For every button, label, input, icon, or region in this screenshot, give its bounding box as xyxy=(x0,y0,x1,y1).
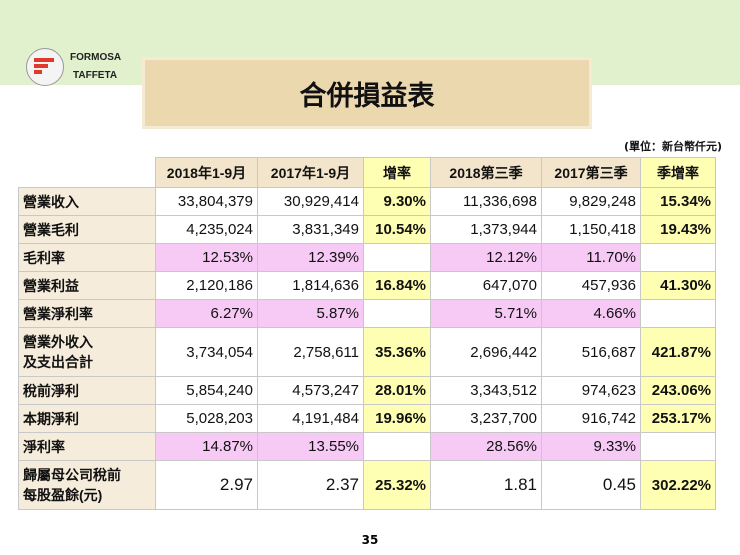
value-cell: 2,758,611 xyxy=(257,327,364,377)
value-cell: 41.30% xyxy=(640,271,716,300)
value-cell: 15.34% xyxy=(640,187,716,216)
column-header: 2017第三季 xyxy=(541,157,641,188)
row-label: 營業外收入 及支出合計 xyxy=(18,327,156,377)
logo-text-1: FORMOSA xyxy=(70,52,122,63)
value-cell: 2,696,442 xyxy=(430,327,542,377)
value-cell: 5,854,240 xyxy=(155,376,258,405)
value-cell: 19.43% xyxy=(640,215,716,244)
value-cell: 974,623 xyxy=(541,376,641,405)
value-cell: 25.32% xyxy=(363,460,431,510)
value-cell xyxy=(640,243,716,272)
column-header: 季增率 xyxy=(640,157,716,188)
column-header: 2018年1-9月 xyxy=(155,157,258,188)
column-header: 2017年1-9月 xyxy=(257,157,364,188)
value-cell: 16.84% xyxy=(363,271,431,300)
income-statement-table: 2018年1-9月 2017年1-9月 增率 2018第三季 2017第三季 季增率 營業… xyxy=(18,157,716,510)
value-cell: 1,814,636 xyxy=(257,271,364,300)
value-cell: 10.54% xyxy=(363,215,431,244)
value-cell: 3,343,512 xyxy=(430,376,542,405)
value-cell: 1,373,944 xyxy=(430,215,542,244)
value-cell: 12.39% xyxy=(257,243,364,272)
value-cell: 3,734,054 xyxy=(155,327,258,377)
value-cell: 14.87% xyxy=(155,432,258,461)
value-cell xyxy=(640,432,716,461)
table-row: 歸屬母公司稅前 每股盈餘(元) 2.97 2.37 25.32% 1.81 0.45 302.… xyxy=(18,460,716,510)
value-cell xyxy=(363,243,431,272)
value-cell: 5.71% xyxy=(430,299,542,328)
value-cell: 13.55% xyxy=(257,432,364,461)
table-row: 稅前淨利 5,854,240 4,573,247 28.01% 3,343,512 974… xyxy=(18,376,716,405)
table-row: 營業毛利 4,235,024 3,831,349 10.54% 1,373,944 1,1… xyxy=(18,215,716,244)
value-cell: 253.17% xyxy=(640,404,716,433)
value-cell: 4,191,484 xyxy=(257,404,364,433)
value-cell: 916,742 xyxy=(541,404,641,433)
page-title: 合併損益表 xyxy=(142,57,592,129)
row-label: 本期淨利 xyxy=(18,404,156,433)
table-row: 淨利率 14.87% 13.55% 28.56% 9.33% xyxy=(18,432,716,461)
table-row: 營業外收入 及支出合計 3,734,054 2,758,611 35.36% 2,696,… xyxy=(18,327,716,377)
value-cell: 4,573,247 xyxy=(257,376,364,405)
value-cell xyxy=(363,299,431,328)
value-cell: 1.81 xyxy=(430,460,542,510)
value-cell: 4.66% xyxy=(541,299,641,328)
value-cell: 30,929,414 xyxy=(257,187,364,216)
value-cell: 28.01% xyxy=(363,376,431,405)
value-cell: 35.36% xyxy=(363,327,431,377)
value-cell: 5.87% xyxy=(257,299,364,328)
table-row: 本期淨利 5,028,203 4,191,484 19.96% 3,237,700 916… xyxy=(18,404,716,433)
table-row: 營業淨利率 6.27% 5.87% 5.71% 4.66% xyxy=(18,299,716,328)
value-cell: 302.22% xyxy=(640,460,716,510)
value-cell: 9.30% xyxy=(363,187,431,216)
value-cell: 3,831,349 xyxy=(257,215,364,244)
value-cell: 3,237,700 xyxy=(430,404,542,433)
value-cell: 243.06% xyxy=(640,376,716,405)
value-cell: 4,235,024 xyxy=(155,215,258,244)
page-number: 35 xyxy=(361,533,379,547)
row-label: 營業收入 xyxy=(18,187,156,216)
row-label: 營業毛利 xyxy=(18,215,156,244)
value-cell: 2.37 xyxy=(257,460,364,510)
value-cell: 421.87% xyxy=(640,327,716,377)
value-cell: 2,120,186 xyxy=(155,271,258,300)
value-cell: 12.12% xyxy=(430,243,542,272)
value-cell xyxy=(640,299,716,328)
logo-text-2: TAFFETA xyxy=(73,70,118,81)
value-cell: 1,150,418 xyxy=(541,215,641,244)
table-row: 營業收入 33,804,379 30,929,414 9.30% 11,336,698 9… xyxy=(18,187,716,216)
table-row: 毛利率 12.53% 12.39% 12.12% 11.70% xyxy=(18,243,716,272)
value-cell: 2.97 xyxy=(155,460,258,510)
value-cell: 28.56% xyxy=(430,432,542,461)
row-label: 毛利率 xyxy=(18,243,156,272)
value-cell: 0.45 xyxy=(541,460,641,510)
value-cell: 5,028,203 xyxy=(155,404,258,433)
unit-note: (單位：新台幣仟元) xyxy=(623,140,722,153)
row-label: 歸屬母公司稅前 每股盈餘(元) xyxy=(18,460,156,510)
value-cell xyxy=(363,432,431,461)
value-cell: 457,936 xyxy=(541,271,641,300)
value-cell: 516,687 xyxy=(541,327,641,377)
column-header: 增率 xyxy=(363,157,431,188)
column-header: 2018第三季 xyxy=(430,157,542,188)
value-cell: 6.27% xyxy=(155,299,258,328)
row-label: 稅前淨利 xyxy=(18,376,156,405)
value-cell: 9.33% xyxy=(541,432,641,461)
row-label: 營業利益 xyxy=(18,271,156,300)
value-cell: 12.53% xyxy=(155,243,258,272)
row-label: 營業淨利率 xyxy=(18,299,156,328)
row-label: 淨利率 xyxy=(18,432,156,461)
value-cell: 11.70% xyxy=(541,243,641,272)
value-cell: 647,070 xyxy=(430,271,542,300)
table-row: 營業利益 2,120,186 1,814,636 16.84% 647,070 457,9… xyxy=(18,271,716,300)
value-cell: 19.96% xyxy=(363,404,431,433)
value-cell: 9,829,248 xyxy=(541,187,641,216)
value-cell: 33,804,379 xyxy=(155,187,258,216)
value-cell: 11,336,698 xyxy=(430,187,542,216)
formosa-taffeta-logo-icon xyxy=(26,48,64,86)
corner-cell xyxy=(18,157,156,188)
